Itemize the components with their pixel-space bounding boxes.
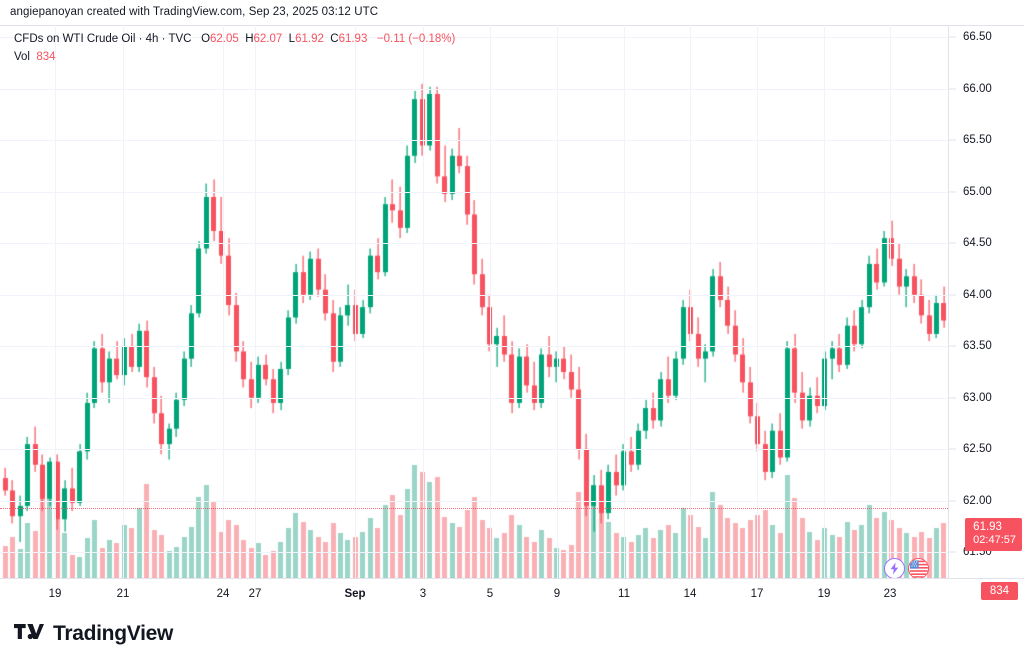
time-tick-label: 5 <box>486 588 494 600</box>
gridline-vertical <box>55 25 56 578</box>
price-tick-label: 62.50 <box>963 443 992 456</box>
gridline-vertical <box>557 25 558 578</box>
time-tick-label: 3 <box>419 588 427 600</box>
gridline-vertical <box>690 25 691 578</box>
price-scale[interactable]: 66.50 66.00 65.50 65.00 64.50 64.00 63.50 63.00… <box>948 25 1024 600</box>
gridline-horizontal <box>0 500 948 502</box>
gridline-horizontal <box>0 37 948 39</box>
tradingview-branding: TradingView <box>14 622 173 646</box>
gridline-horizontal <box>0 449 948 451</box>
time-tick-label: 19 <box>48 588 62 600</box>
gridline-vertical <box>490 25 491 578</box>
gridline-horizontal <box>0 552 948 554</box>
gridline-horizontal <box>0 397 948 399</box>
gridline-vertical <box>624 25 625 578</box>
chart-plot-area[interactable] <box>0 25 948 578</box>
price-tick-dash <box>949 500 956 502</box>
price-tick-dash <box>949 448 956 450</box>
tradingview-wordmark: TradingView <box>53 622 174 645</box>
price-tick-dash <box>949 88 956 90</box>
time-tick-label: 11 <box>618 588 630 600</box>
time-tick-label: 19 <box>817 588 831 600</box>
current-price-value: 61.93 <box>973 520 1002 533</box>
gridline-vertical <box>423 25 424 578</box>
gridline-horizontal <box>0 294 948 296</box>
price-tick-dash <box>949 551 956 553</box>
price-tick-dash <box>949 242 956 244</box>
price-tick-label: 66.50 <box>963 31 992 44</box>
gridline-vertical <box>223 25 224 578</box>
lightning-icon[interactable] <box>884 558 905 579</box>
gridline-horizontal <box>0 140 948 142</box>
gridline-horizontal <box>0 88 948 90</box>
gridline-vertical <box>757 25 758 578</box>
gridline-horizontal <box>0 346 948 348</box>
price-tick-label: 64.50 <box>963 237 992 250</box>
time-tick-label: 14 <box>683 588 697 600</box>
time-tick-label: 17 <box>750 588 764 600</box>
volume-badge: 834 <box>980 582 1018 600</box>
us-flag-icon[interactable] <box>908 558 929 579</box>
gridline-vertical <box>355 25 356 578</box>
price-tick-label: 66.00 <box>963 82 992 95</box>
price-tick-dash <box>949 397 956 399</box>
candlestick-canvas[interactable] <box>0 25 948 578</box>
gridline-horizontal <box>0 191 948 193</box>
bar-countdown: 02:47:57 <box>973 533 1016 546</box>
gridline-vertical <box>890 25 891 578</box>
gridline-vertical <box>824 25 825 578</box>
time-scale[interactable]: 19 21 24 27 Sep 3 5 9 11 14 17 19 23 <box>0 578 1024 610</box>
price-tick-label: 63.00 <box>963 391 992 404</box>
current-price-line <box>0 507 948 509</box>
time-tick-label: 24 <box>216 588 230 600</box>
tradingview-logo-icon <box>14 622 44 646</box>
price-tick-label: 64.00 <box>963 288 992 301</box>
time-tick-label: 23 <box>883 588 897 600</box>
time-tick-label: 21 <box>116 588 130 600</box>
price-tick-dash <box>949 36 956 38</box>
price-tick-label: 65.50 <box>963 134 992 147</box>
gridline-vertical <box>255 25 256 578</box>
price-tick-label: 65.00 <box>963 185 992 198</box>
price-tick-dash <box>949 345 956 347</box>
price-tick-label: 62.00 <box>963 494 992 507</box>
attribution-text: angiepanoyan created with TradingView.co… <box>10 6 379 18</box>
time-tick-label: Sep <box>344 588 366 600</box>
gridline-vertical <box>123 25 124 578</box>
current-price-badge: 61.93 02:47:57 <box>965 517 1022 551</box>
price-tick-dash <box>949 139 956 141</box>
gridline-horizontal <box>0 243 948 245</box>
price-tick-dash <box>949 294 956 296</box>
time-tick-label: 27 <box>248 588 262 600</box>
time-tick-label: 9 <box>553 588 561 600</box>
price-tick-dash <box>949 191 956 193</box>
price-tick-label: 63.50 <box>963 340 992 353</box>
